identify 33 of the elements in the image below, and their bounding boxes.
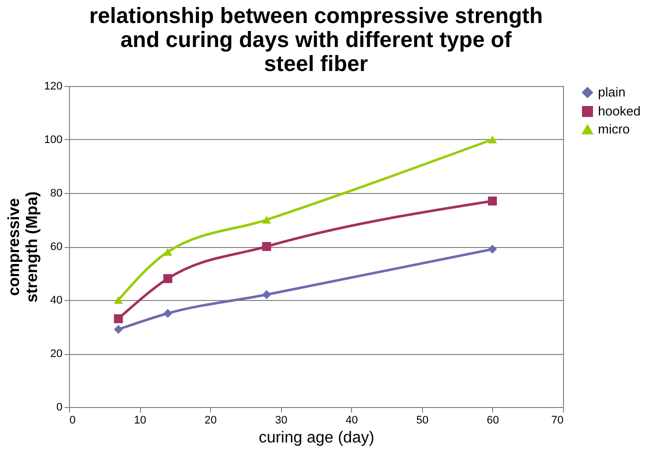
point xyxy=(163,274,172,284)
x-tick-label: 20 xyxy=(204,414,217,426)
x-tick-label: 40 xyxy=(346,414,358,426)
x-tick-label: 60 xyxy=(486,414,500,426)
point xyxy=(488,196,497,206)
y-tick-label: 100 xyxy=(44,134,62,146)
y-tick-label: 20 xyxy=(50,348,62,360)
chart-title: relationship between compressive strength and curing days with different type of steel fiber xyxy=(89,3,543,76)
point xyxy=(163,308,172,318)
y-tick-label: 40 xyxy=(50,294,62,306)
y-tick-label: 120 xyxy=(44,80,62,92)
point xyxy=(114,296,123,304)
y-axis-title: compressive strength (Mpa) xyxy=(6,191,42,303)
x-tick-label: 50 xyxy=(416,414,428,426)
point xyxy=(262,216,272,224)
x-tick-label: 10 xyxy=(134,414,146,426)
y-tick-label: 0 xyxy=(56,402,62,414)
y-tick-label: 80 xyxy=(50,188,62,200)
x-tick-label: 30 xyxy=(275,414,288,426)
x-tick-label: 70 xyxy=(551,414,564,426)
point xyxy=(262,242,272,251)
point xyxy=(488,136,497,144)
legend-label: plain xyxy=(598,84,626,100)
point xyxy=(262,290,272,300)
legend-label: hooked xyxy=(598,104,641,118)
point xyxy=(163,248,172,256)
x-tick-label: 0 xyxy=(70,414,76,426)
point xyxy=(488,244,497,254)
y-tick-label: 60 xyxy=(50,241,62,253)
point xyxy=(114,314,123,324)
legend-label: micro xyxy=(598,122,630,136)
point xyxy=(114,324,123,334)
x-axis-title: curing age (day) xyxy=(258,430,374,446)
